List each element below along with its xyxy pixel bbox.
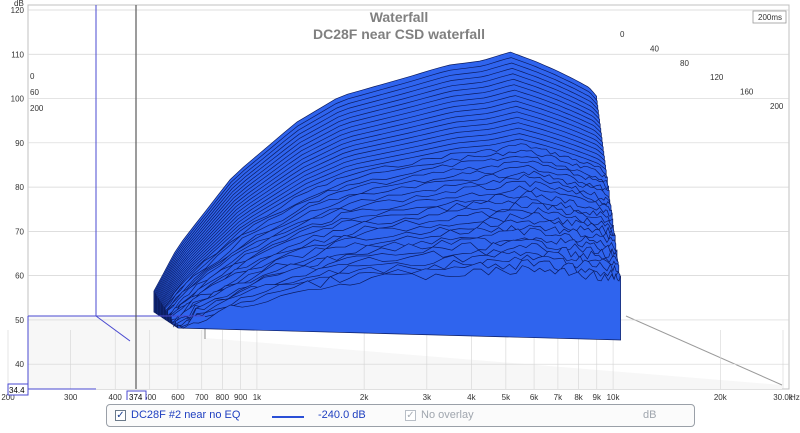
x-tick-label: 300 [64,393,78,400]
x-tick-label: 700 [195,393,209,400]
x-tick-label: 800 [216,393,230,400]
waterfall-slice [177,265,621,341]
y-tick-label: 100 [11,95,25,104]
waterfall-surface [153,51,621,341]
time-tick-label-left: 200 [30,104,44,113]
x-tick-label: 30.0k [773,393,794,400]
cursor-x-box[interactable]: 374 [126,390,147,400]
overlay-label: No overlay [421,409,474,421]
y-tick-label: 110 [11,50,24,59]
y-tick-label: 40 [15,360,24,369]
x-axis-ticks: 200 300 400 500 600 700 800 900 1k 2k 3k 4k 5k 6k 7k 8k… [1,393,799,400]
x-tick-label: 500 [143,393,157,400]
y-tick-label: 70 [15,227,24,236]
x-tick-label: 2k [360,393,369,400]
y-axis-ticks: 120 110 100 90 80 70 60 50 40 [11,6,25,369]
z-unit-box: 200ms [752,10,787,24]
waterfall-plot[interactable]: Waterfall DC28F near CSD waterfall dB 20… [0,0,800,400]
overlay-checkbox[interactable]: ✓ [405,410,416,421]
time-tick-label: 80 [680,59,689,68]
x-tick-label: 600 [171,393,185,400]
floor-plane [28,316,782,389]
time-tick-label-left: 0 [30,72,35,81]
chart-title: Waterfall [370,9,429,25]
time-tick-label: 160 [740,88,754,97]
chart-subtitle: DC28F near CSD waterfall [313,26,485,42]
x-tick-label: 200 [1,393,15,400]
x-tick-label: 400 [109,393,123,400]
x-tick-label: 8k [574,393,583,400]
y-tick-label: 120 [11,6,25,15]
y-tick-label: 80 [15,183,24,192]
y-unit-label: dB [14,0,24,8]
trace-line-swatch [272,416,304,418]
x-tick-label: 9k [593,393,602,400]
x-tick-label: 20k [714,393,728,400]
time-tick-label: 40 [650,44,659,53]
y-tick-label: 90 [15,139,24,148]
trace-checkbox[interactable]: ✓ [115,410,126,421]
x-tick-label: 3k [423,393,432,400]
y-tick-label: 50 [15,316,24,325]
time-tick-label-left: 60 [30,88,39,97]
x-tick-label: 7k [554,393,563,400]
time-tick-label: 0 [620,30,625,39]
time-tick-label: 200 [770,102,784,111]
y-floor-box[interactable]: 34.4 [7,383,29,396]
time-axis-ticks: 0 40 80 120 160 200 0 60 200 [30,30,784,113]
trace-label: DC28F #2 near no EQ [131,409,241,421]
y-tick-label: 60 [15,272,24,281]
x-tick-label: 10k [607,393,621,400]
z-unit-label: 200ms [758,13,782,22]
overlay-unit: dB [643,409,657,421]
floor-diagonal [625,315,783,386]
y-floor-label: 34.4 [9,386,25,395]
x-tick-label: 4k [467,393,476,400]
trace-value: -240.0 dB [318,409,366,421]
x-tick-label: 900 [234,393,248,400]
blue-diagonal [95,315,131,342]
x-tick-label: 1k [253,393,262,400]
x-tick-label: 6k [530,393,539,400]
cursor-x-label: 374 [129,393,143,400]
legend-bar: ✓ DC28F #2 near no EQ -240.0 dB ✓ No ove… [106,404,695,427]
x-unit-label: Hz [790,393,800,400]
x-tick-label: 5k [502,393,511,400]
time-tick-label: 120 [710,73,724,82]
